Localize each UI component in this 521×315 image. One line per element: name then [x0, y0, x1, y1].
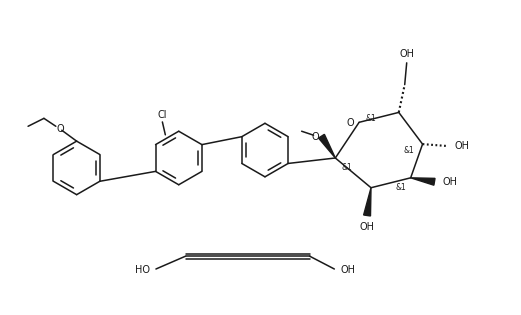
Text: O: O [346, 118, 354, 128]
Text: &1: &1 [342, 163, 353, 172]
Polygon shape [364, 188, 371, 216]
Text: O: O [312, 132, 319, 142]
Text: OH: OH [359, 222, 375, 232]
Text: O: O [57, 124, 65, 134]
Text: Cl: Cl [158, 110, 167, 120]
Polygon shape [411, 178, 435, 185]
Text: OH: OH [443, 177, 458, 187]
Text: HO: HO [134, 265, 150, 275]
Text: OH: OH [455, 141, 470, 151]
Text: &1: &1 [403, 146, 414, 155]
Text: &1: &1 [395, 183, 406, 192]
Text: OH: OH [399, 49, 414, 59]
Text: OH: OH [341, 265, 356, 275]
Text: &1: &1 [366, 114, 376, 123]
Polygon shape [318, 134, 336, 158]
